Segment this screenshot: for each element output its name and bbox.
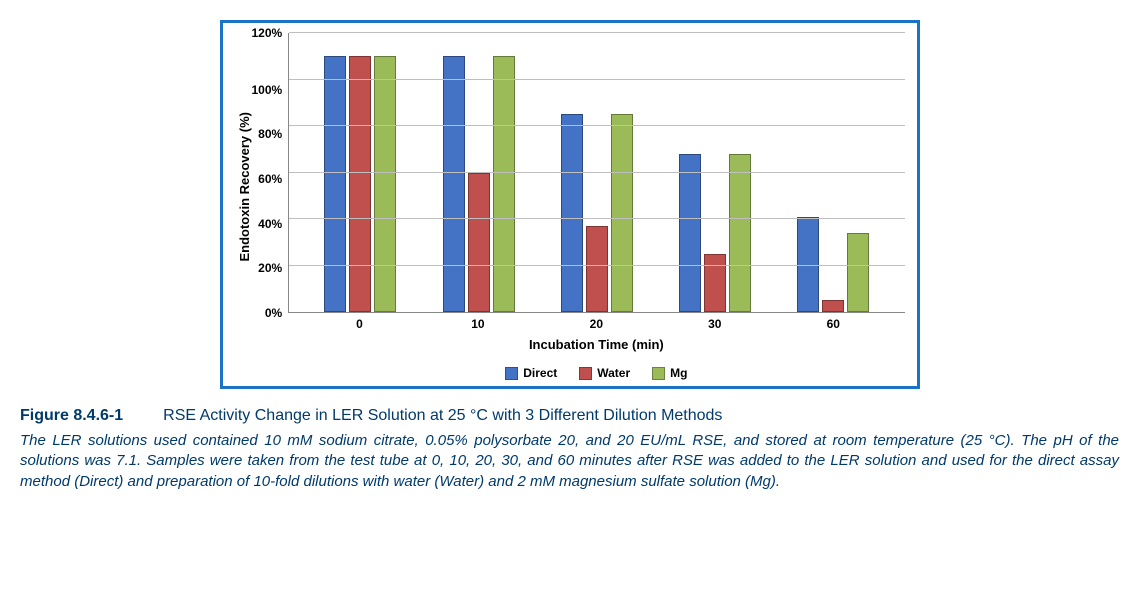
figure-title: RSE Activity Change in LER Solution at 2… [163,407,722,425]
grid-line [289,172,904,173]
bar-water [704,254,726,312]
y-tick-label: 0% [265,307,282,319]
plot-area [288,33,904,313]
grid-line [289,79,904,80]
chart-area: Endotoxin Recovery (%) 120%100%80%60%40%… [235,33,905,380]
legend-swatch-icon [652,367,665,380]
bar-mg [611,114,633,312]
bar-group [538,33,656,312]
legend-label: Direct [523,366,557,380]
y-tick-label: 80% [258,128,282,140]
bars-row [289,33,904,312]
x-axis-label: Incubation Time (min) [288,337,904,352]
plot-wrap: 010203060 Incubation Time (min) Direct Wa… [288,33,904,380]
grid-line [289,32,904,33]
y-tick-label: 60% [258,173,282,185]
bar-group [301,33,419,312]
y-tick-label: 100% [252,84,283,96]
bar-group [419,33,537,312]
bar-water [349,56,371,312]
bar-mg [729,154,751,312]
legend-label: Mg [670,366,687,380]
chart-container: Endotoxin Recovery (%) 120%100%80%60%40%… [220,20,920,389]
legend-swatch-icon [579,367,592,380]
bar-direct [443,56,465,312]
grid-line [289,265,904,266]
legend-swatch-icon [505,367,518,380]
legend-item: Water [579,366,630,380]
x-tick-label: 20 [537,317,655,331]
bar-direct [324,56,346,312]
figure-heading: Figure 8.4.6-1 RSE Activity Change in LE… [20,407,1119,425]
y-axis-label: Endotoxin Recovery (%) [235,112,252,262]
caption-block: Figure 8.4.6-1 RSE Activity Change in LE… [20,407,1119,492]
figure-number: Figure 8.4.6-1 [20,407,123,425]
legend-label: Water [597,366,630,380]
bar-direct [679,154,701,312]
x-tick-label: 10 [419,317,537,331]
x-tick-label: 0 [300,317,418,331]
bar-group [656,33,774,312]
bar-direct [561,114,583,312]
legend-item: Mg [652,366,687,380]
legend: Direct Water Mg [288,366,904,380]
grid-line [289,218,904,219]
legend-item: Direct [505,366,557,380]
figure-description: The LER solutions used contained 10 mM s… [20,431,1119,492]
bar-mg [847,233,869,312]
bar-water [586,226,608,312]
x-tick-label: 60 [774,317,892,331]
x-tick-label: 30 [656,317,774,331]
y-tick-label: 40% [258,218,282,230]
grid-line [289,125,904,126]
x-axis-ticks: 010203060 [288,313,904,331]
y-tick-label: 120% [252,27,283,39]
bar-mg [493,56,515,312]
y-axis-ticks: 120%100%80%60%40%20%0% [252,33,289,313]
bar-group [774,33,892,312]
bar-mg [374,56,396,312]
y-tick-label: 20% [258,262,282,274]
bar-water [468,173,490,313]
bar-water [822,300,844,312]
